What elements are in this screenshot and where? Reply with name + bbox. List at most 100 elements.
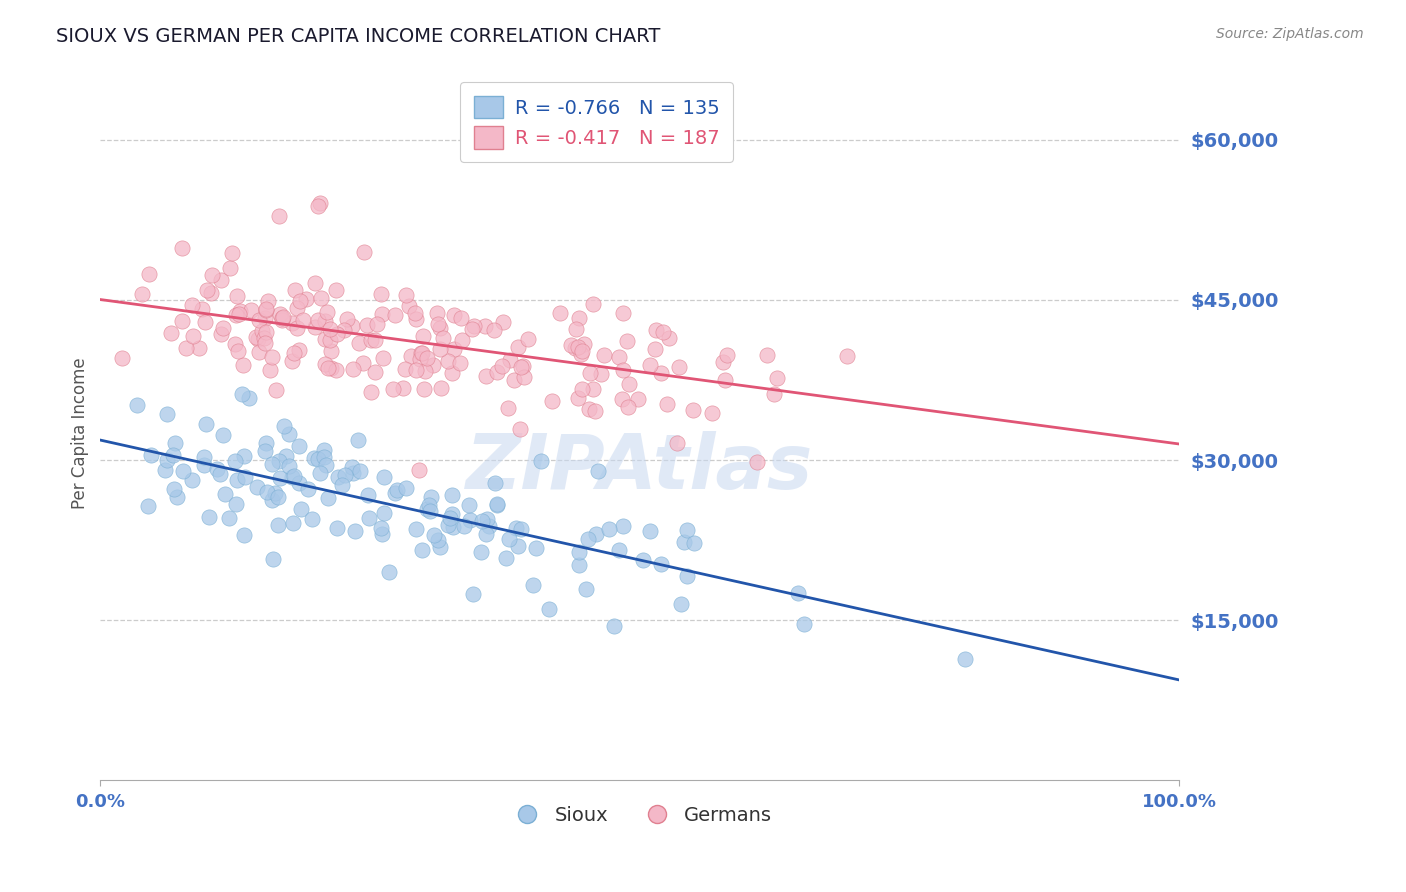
Germans <box>564 321 586 335</box>
Germans <box>269 209 291 223</box>
Sioux <box>673 535 696 549</box>
Sioux <box>316 491 339 505</box>
Sioux <box>172 464 194 478</box>
Germans <box>371 307 394 321</box>
Sioux <box>162 449 184 463</box>
Germans <box>209 273 232 287</box>
Sioux <box>304 450 326 465</box>
Germans <box>395 288 418 302</box>
Sioux <box>498 533 520 547</box>
Sioux <box>786 586 808 600</box>
Germans <box>191 302 214 317</box>
Sioux <box>127 398 149 412</box>
Sioux <box>326 521 349 535</box>
Germans <box>449 356 471 370</box>
Germans <box>290 293 312 308</box>
Sioux <box>357 487 380 501</box>
Germans <box>342 362 364 376</box>
Germans <box>392 381 415 395</box>
Germans <box>571 382 593 396</box>
Germans <box>201 268 224 282</box>
Sioux <box>463 587 485 601</box>
Germans <box>292 312 315 326</box>
Sioux <box>411 542 433 557</box>
Germans <box>763 387 786 401</box>
Germans <box>360 334 382 348</box>
Germans <box>281 354 304 368</box>
Sioux <box>274 449 297 463</box>
Sioux <box>377 565 399 579</box>
Germans <box>745 455 768 469</box>
Sioux <box>347 433 370 447</box>
Sioux <box>343 524 366 539</box>
Germans <box>138 268 160 282</box>
Germans <box>212 321 235 335</box>
Sioux <box>238 392 260 406</box>
Germans <box>352 356 374 370</box>
Germans <box>228 307 250 321</box>
Sioux <box>357 511 380 525</box>
Germans <box>513 369 536 384</box>
Sioux <box>193 458 215 472</box>
Germans <box>443 343 465 357</box>
Sioux <box>163 482 186 496</box>
Germans <box>254 325 277 339</box>
Sioux <box>505 521 527 535</box>
Germans <box>131 287 153 301</box>
Sioux <box>254 435 277 450</box>
Sioux <box>281 516 304 530</box>
Germans <box>713 374 735 388</box>
Sioux <box>197 510 219 524</box>
Germans <box>440 366 463 380</box>
Germans <box>589 367 612 381</box>
Germans <box>363 366 385 380</box>
Sioux <box>385 483 408 498</box>
Sioux <box>156 407 179 421</box>
Germans <box>405 312 427 326</box>
Germans <box>325 283 347 297</box>
Germans <box>429 342 451 356</box>
Sioux <box>193 450 215 465</box>
Germans <box>607 350 630 364</box>
Germans <box>181 298 204 312</box>
Legend: Sioux, Germans: Sioux, Germans <box>501 798 779 833</box>
Germans <box>229 303 252 318</box>
Sioux <box>166 490 188 504</box>
Sioux <box>395 481 418 495</box>
Germans <box>413 382 436 396</box>
Germans <box>567 391 589 405</box>
Sioux <box>429 540 451 554</box>
Germans <box>548 306 571 320</box>
Sioux <box>439 511 461 525</box>
Sioux <box>510 522 533 536</box>
Sioux <box>253 443 276 458</box>
Germans <box>314 357 336 371</box>
Sioux <box>683 536 706 550</box>
Sioux <box>280 470 302 484</box>
Germans <box>451 333 474 347</box>
Germans <box>429 320 451 334</box>
Germans <box>160 326 183 341</box>
Text: Source: ZipAtlas.com: Source: ZipAtlas.com <box>1216 27 1364 41</box>
Sioux <box>314 443 336 458</box>
Germans <box>578 401 600 416</box>
Germans <box>437 354 460 368</box>
Sioux <box>277 458 299 473</box>
Sioux <box>675 568 697 582</box>
Germans <box>270 310 292 325</box>
Sioux <box>139 448 162 462</box>
Germans <box>250 324 273 338</box>
Germans <box>353 245 375 260</box>
Germans <box>411 346 433 360</box>
Germans <box>503 373 526 387</box>
Germans <box>340 319 363 334</box>
Sioux <box>427 533 450 547</box>
Germans <box>319 333 342 347</box>
Germans <box>702 406 724 420</box>
Sioux <box>307 451 329 466</box>
Sioux <box>256 485 278 500</box>
Germans <box>225 289 247 303</box>
Germans <box>269 307 291 321</box>
Germans <box>412 329 434 343</box>
Germans <box>111 351 134 366</box>
